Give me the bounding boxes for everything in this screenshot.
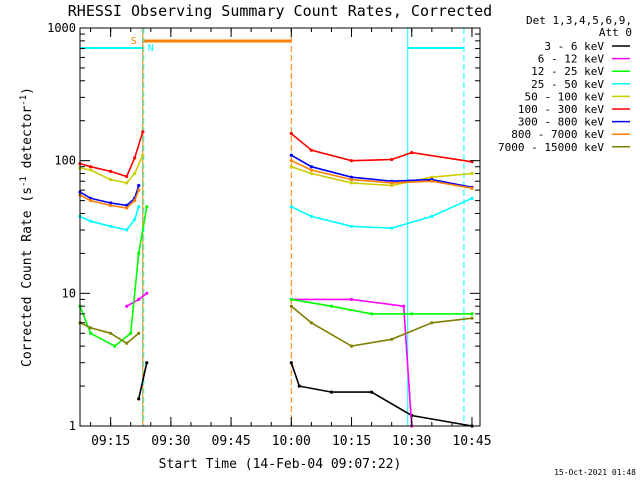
legend-label: 3 - 6 keV <box>544 40 604 53</box>
series-line <box>79 189 140 209</box>
series-line <box>79 131 144 178</box>
y-axis-label-end: ) <box>20 87 35 95</box>
x-tick-label: 10:30 <box>392 434 431 449</box>
series-3 <box>78 196 474 232</box>
series-7 <box>78 159 474 210</box>
series-line <box>291 298 413 427</box>
series-line <box>290 362 473 427</box>
series-line <box>79 185 140 207</box>
x-axis-label: Start Time (14-Feb-04 09:07:22) <box>159 457 402 472</box>
series-line <box>79 154 144 184</box>
timestamp: 15-Oct-2021 01:48 <box>554 468 636 477</box>
series-line <box>79 206 148 348</box>
legend-label: 7000 - 15000 keV <box>498 141 604 154</box>
legend-label: 800 - 7000 keV <box>511 128 604 141</box>
series-layer <box>78 130 474 428</box>
series-line <box>79 322 140 345</box>
x-tick-label: 10:00 <box>272 434 311 449</box>
legend-title-line-2: Att 0 <box>599 26 632 39</box>
flag-label-n: N <box>148 43 154 54</box>
series-4 <box>78 153 474 188</box>
x-tick-label: 09:30 <box>151 434 190 449</box>
series-5 <box>78 130 474 179</box>
legend-label: 300 - 800 keV <box>518 116 604 129</box>
y-tick-label: 10 <box>62 286 76 300</box>
plot-frame <box>79 27 481 427</box>
legend-label: 6 - 12 keV <box>538 53 605 66</box>
y-axis-label-sup1: -1 <box>19 176 29 187</box>
legend-label: 25 - 50 keV <box>531 78 604 91</box>
x-tick-label: 09:15 <box>91 434 130 449</box>
y-axis-label: Corrected Count Rate (s-1 detector-1) <box>19 87 35 367</box>
y-axis-label-main: Corrected Count Rate (s <box>20 187 35 367</box>
legend-label: 50 - 100 keV <box>525 90 605 103</box>
series-0 <box>137 361 474 428</box>
x-tick-label: 10:45 <box>452 434 491 449</box>
series-line <box>126 292 148 307</box>
series-line <box>290 132 473 163</box>
flag-layer: SN <box>80 28 465 426</box>
y-axis-label-sup2: -1 <box>19 95 29 106</box>
series-line <box>290 305 473 347</box>
series-line <box>290 197 473 229</box>
series-line <box>79 206 140 231</box>
series-1 <box>125 291 414 428</box>
series-line <box>290 159 473 189</box>
flag-label-s: S <box>131 36 137 47</box>
x-tick-label: 10:15 <box>332 434 371 449</box>
y-tick-label: 100 <box>54 154 76 168</box>
legend-title-line-1: Det 1,3,4,5,6,9, <box>526 14 632 27</box>
x-tick-label: 09:45 <box>212 434 251 449</box>
series-2 <box>78 205 474 348</box>
series-8 <box>78 304 474 348</box>
legend-label: 100 - 300 keV <box>518 103 604 116</box>
y-tick-label: 1000 <box>47 21 76 35</box>
axes-layer: 1 10 100 1000 09:15 09:30 09:45 10:00 10:15 10:30… <box>47 21 491 449</box>
series-line <box>137 362 148 400</box>
y-axis-label-mid: detector <box>20 106 35 177</box>
series-line <box>290 154 473 189</box>
series-line <box>291 165 473 187</box>
legend-label: 12 - 25 keV <box>531 65 604 78</box>
series-line <box>291 298 472 315</box>
y-tick-label: 1 <box>69 419 76 433</box>
chart-title: RHESSI Observing Summary Count Rates, Co… <box>68 2 492 20</box>
series-6 <box>78 153 474 207</box>
